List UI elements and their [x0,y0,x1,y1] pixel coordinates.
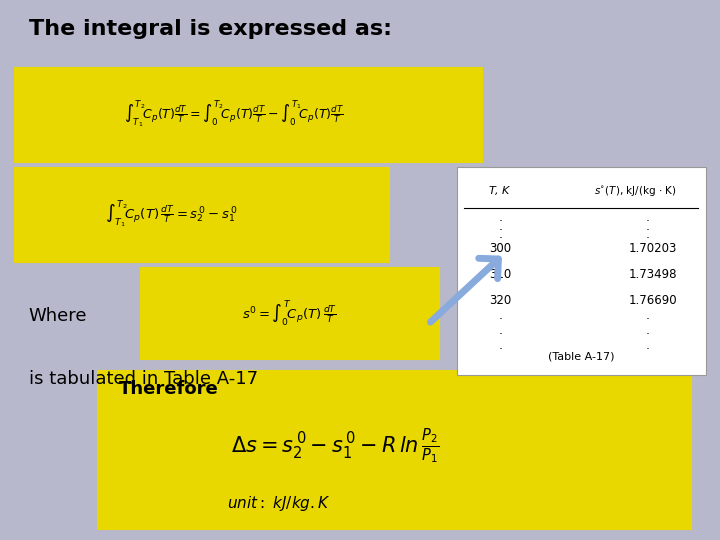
Text: .: . [498,324,503,337]
Text: $unit : \ kJ / kg.K$: $unit : \ kJ / kg.K$ [227,494,330,513]
Text: 1.73498: 1.73498 [629,268,677,281]
Text: .: . [646,324,650,337]
Text: .: . [646,339,650,352]
Text: 310: 310 [490,268,511,281]
Bar [14,167,389,262]
Text: .: . [498,339,503,352]
Text: $\int_{T_1}^{T_2}\!C_p(T)\,\frac{dT}{T} = s_2^{\,0} - s_1^{\,0}$: $\int_{T_1}^{T_2}\!C_p(T)\,\frac{dT}{T} … [105,199,238,230]
Text: 320: 320 [490,294,511,307]
Text: is tabulated in Table A-17: is tabulated in Table A-17 [29,370,258,388]
Text: .: . [498,211,503,224]
Bar [14,68,482,162]
Bar [97,370,691,529]
Text: The integral is expressed as:: The integral is expressed as: [29,19,392,39]
Bar [140,267,439,359]
Text: 300: 300 [490,242,511,255]
Text: $\int_{T_1}^{T_2}\!C_p(T)\frac{dT}{T} = \int_{0}^{T_2}\!C_p(T)\frac{dT}{T} - \in: $\int_{T_1}^{T_2}\!C_p(T)\frac{dT}{T} = … [125,99,344,130]
Text: .: . [646,211,650,224]
Text: .: . [498,228,503,241]
Text: Where: Where [29,307,87,325]
Bar [457,167,706,375]
Text: 1.70203: 1.70203 [629,242,677,255]
Text: .: . [646,220,650,233]
Text: $s^{\circ}(T)$, kJ/(kg $\cdot$ K): $s^{\circ}(T)$, kJ/(kg $\cdot$ K) [594,184,677,198]
Text: Therefore: Therefore [119,380,219,397]
Text: $T$, K: $T$, K [488,184,513,197]
Text: $\Delta s = s_2^{\,0} - s_1^{\,0} - R\,ln\,\frac{P_2}{P_1}$: $\Delta s = s_2^{\,0} - s_1^{\,0} - R\,l… [230,427,439,466]
Text: .: . [498,309,503,322]
FancyArrowPatch shape [431,258,498,322]
Text: (Table A-17): (Table A-17) [548,352,615,362]
Text: .: . [646,228,650,241]
Text: $s^{0} = \int_{0}^{T}\!C_p(T)\,\frac{dT}{T}$: $s^{0} = \int_{0}^{T}\!C_p(T)\,\frac{dT}… [242,298,338,328]
Text: .: . [646,309,650,322]
Text: 1.76690: 1.76690 [628,294,677,307]
Text: .: . [498,220,503,233]
